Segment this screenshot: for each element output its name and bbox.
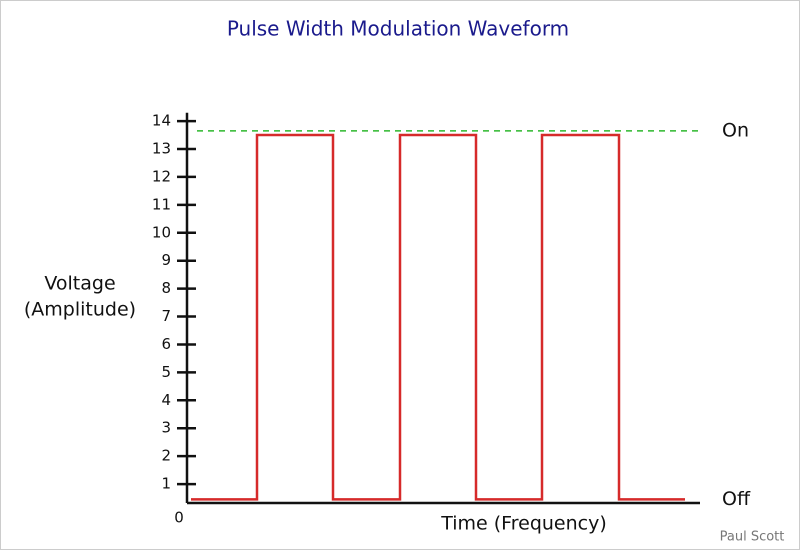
y-tick-label: 1 xyxy=(161,475,171,493)
y-tick-label: 5 xyxy=(161,363,171,381)
y-tick-label: 13 xyxy=(152,140,171,158)
y-axis-label: Voltage xyxy=(44,273,115,295)
y-tick-label: 14 xyxy=(152,112,171,130)
reference-label: On xyxy=(722,119,749,141)
x-axis-label: Time (Frequency) xyxy=(440,513,607,535)
y-tick-label: 3 xyxy=(161,419,171,437)
y-tick-label: 0 xyxy=(174,509,184,527)
y-tick-label: 2 xyxy=(161,447,171,465)
reference-label: Off xyxy=(722,488,751,510)
y-tick-label: 9 xyxy=(161,251,171,269)
y-tick-label: 12 xyxy=(152,167,171,185)
y-tick-label: 10 xyxy=(152,223,171,241)
y-tick-label: 8 xyxy=(161,279,171,297)
waveform xyxy=(191,133,685,501)
chart-title: Pulse Width Modulation Waveform xyxy=(227,17,569,41)
y-tick-label: 11 xyxy=(152,195,171,213)
y-tick-label: 6 xyxy=(161,335,171,353)
y-tick-label: 7 xyxy=(161,307,171,325)
y-tick-label: 4 xyxy=(161,391,171,409)
credit: Paul Scott xyxy=(720,530,785,545)
y-axis-label: (Amplitude) xyxy=(24,299,136,321)
